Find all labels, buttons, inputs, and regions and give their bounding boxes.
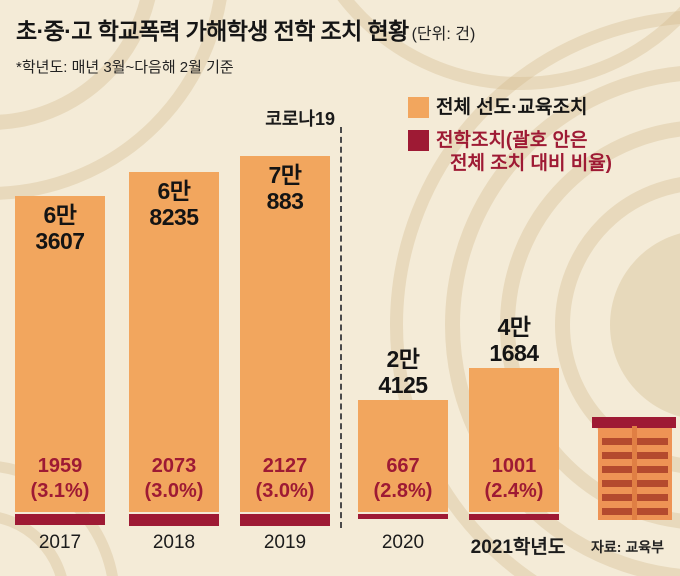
- year-label-2020: 2020: [381, 532, 425, 553]
- source-credit: 자료: 교육부: [591, 539, 664, 555]
- transfer-value-2017: 1959 (3.1%): [30, 455, 90, 502]
- year-label-2018: 2018: [152, 532, 196, 553]
- legend-transfer-line2: 전체 조치 대비 비율): [450, 153, 613, 174]
- transfer-value-2019: 2127 (3.0%): [255, 455, 315, 502]
- subtitle-note: *학년도: 매년 3월~다음해 2월 기준: [16, 59, 234, 76]
- transfer-swatch-icon: [408, 130, 429, 151]
- total-bar-2018: [129, 172, 219, 512]
- total-value-2021: 4만 1684: [489, 314, 539, 366]
- year-label-2021: 2021학년도: [470, 537, 566, 558]
- total-value-2017: 6만 3607: [35, 202, 85, 254]
- transfer-bar-2021: [469, 514, 559, 520]
- legend-transfer-line1: 전학조치(괄호 안은: [436, 130, 588, 151]
- covid-divider-line: [340, 127, 342, 528]
- total-value-2019: 7만 883: [266, 162, 304, 214]
- year-label-2019: 2019: [263, 532, 307, 553]
- unit-label: (단위: 건): [411, 26, 476, 43]
- covid-annotation: 코로나19: [265, 109, 335, 129]
- legend-item-total: 전체 선도·교육조치: [408, 96, 612, 119]
- header: 초·중·고 학교폭력 가해학생 전학 조치 현황 (단위: 건): [16, 12, 475, 46]
- legend: 전체 선도·교육조치 전학조치(괄호 안은 전체 조치 대비 비율): [408, 96, 612, 185]
- total-bar-2019: [240, 156, 330, 512]
- total-bar-2021: [469, 368, 559, 512]
- total-swatch-icon: [408, 97, 429, 118]
- transfer-bar-2017: [15, 514, 105, 525]
- transfer-value-2018: 2073 (3.0%): [144, 455, 204, 502]
- transfer-bar-2020: [358, 514, 448, 519]
- legend-item-transfer: 전학조치(괄호 안은 전체 조치 대비 비율): [408, 129, 612, 175]
- legend-transfer-label: 전학조치(괄호 안은 전체 조치 대비 비율): [436, 129, 612, 175]
- transfer-bar-2019: [240, 514, 330, 526]
- building-illustration: [592, 417, 676, 520]
- legend-total-label: 전체 선도·교육조치: [436, 97, 588, 118]
- total-value-2020: 2만 4125: [378, 346, 428, 398]
- total-bar-2020: [358, 400, 448, 512]
- total-value-2018: 6만 8235: [149, 178, 199, 230]
- year-label-2017: 2017: [38, 532, 82, 553]
- page-title: 초·중·고 학교폭력 가해학생 전학 조치 현황: [16, 18, 409, 44]
- transfer-value-2021: 1001 (2.4%): [484, 455, 544, 502]
- transfer-bar-2018: [129, 514, 219, 526]
- total-bar-2017: [15, 196, 105, 512]
- transfer-value-2020: 667 (2.8%): [373, 455, 433, 502]
